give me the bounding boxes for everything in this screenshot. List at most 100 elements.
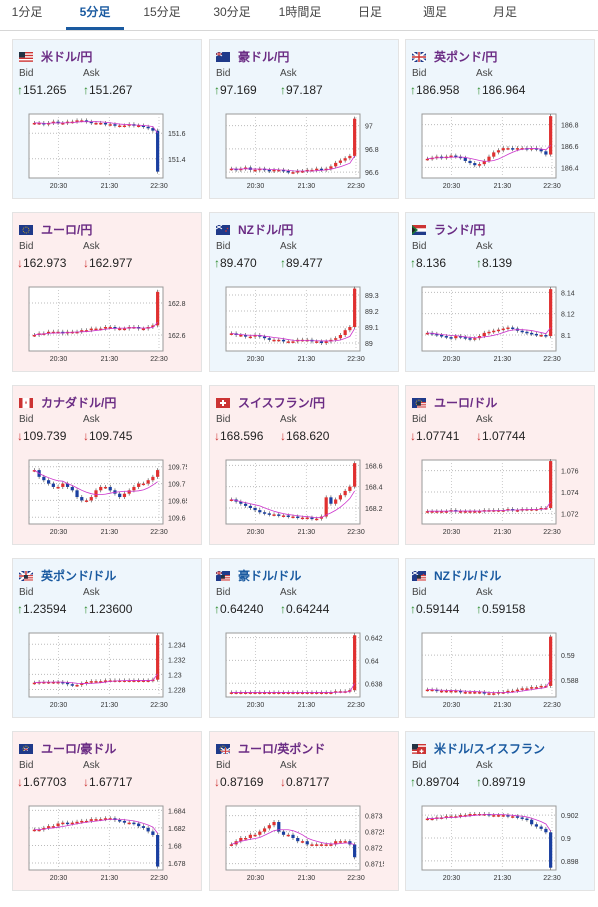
y-tick-label: 1.68 [168, 843, 182, 850]
y-tick-label: 0.588 [561, 678, 579, 685]
candle [46, 826, 51, 828]
ask-value: ↑151.267 [83, 83, 132, 97]
mini-chart[interactable]: 89.3 89.2 89.1 89 20:30 21:30 22:30 [224, 285, 384, 367]
candle [506, 690, 510, 693]
pair-title[interactable]: 米ドル/スイスフラン [412, 740, 545, 756]
rate-card[interactable]: NZドル/円 Bid Ask ↑89.470 ↑89.477 89.3 89.2 89.1 89… [209, 212, 399, 372]
candle [84, 820, 89, 823]
bid-price: 151.265 [23, 83, 67, 97]
bid-label: Bid [412, 241, 427, 252]
pair-title[interactable]: ユーロ/円 [19, 221, 92, 237]
mini-chart[interactable]: 168.6 168.4 168.2 20:30 21:30 22:30 [224, 458, 384, 540]
tab-2[interactable]: 15分足 [143, 5, 181, 19]
candle [253, 508, 257, 511]
pair-title[interactable]: NZドル/ドル [411, 567, 501, 583]
candle [477, 164, 482, 166]
tab-6[interactable]: 週足 [422, 5, 447, 19]
candle [515, 510, 520, 512]
pair-title[interactable]: カナダドル/円 [19, 394, 116, 410]
candle [141, 125, 146, 128]
pair-title[interactable]: 米ドル/円 [19, 48, 92, 64]
mini-chart[interactable]: 1.684 1.682 1.68 1.678 20:30 21:30 22:30 [27, 804, 187, 886]
pair-title[interactable]: 英ポンド/ドル [18, 567, 117, 583]
arrow-down-icon: ↓ [476, 429, 482, 443]
ask-label: Ask [280, 760, 297, 771]
mini-chart[interactable]: 109.75 109.7 109.65 109.6 20:30 21:30 22:30 [27, 458, 187, 540]
mini-chart[interactable]: 0.59 0.588 20:30 21:30 22:30 [420, 631, 580, 713]
pair-title[interactable]: 豪ドル/ドル [215, 567, 301, 583]
mini-chart[interactable]: 151.6 151.4 20:30 21:30 22:30 [27, 112, 187, 194]
moving-average-line [427, 501, 551, 512]
mini-chart[interactable]: 97 96.8 96.6 20:30 21:30 22:30 [224, 112, 384, 194]
rate-card[interactable]: 豪ドル/円 Bid Ask ↑97.169 ↑97.187 97 96.8 96.6 20:30… [209, 39, 399, 199]
candle [353, 463, 357, 487]
candle [458, 815, 463, 817]
tab-3[interactable]: 30分足 [213, 5, 251, 19]
pair-title[interactable]: ランド/円 [412, 221, 485, 237]
flag-icon [411, 570, 427, 582]
mini-chart[interactable]: 186.8 186.6 186.4 20:30 21:30 22:30 [420, 112, 580, 194]
candle [511, 690, 515, 693]
pair-title[interactable]: スイスフラン/円 [216, 394, 325, 410]
pair-title[interactable]: 豪ドル/円 [215, 48, 289, 64]
candle [99, 681, 103, 683]
candle [65, 483, 70, 487]
candle [103, 327, 108, 329]
mini-chart[interactable]: 1.076 1.074 1.072 20:30 21:30 22:30 [420, 458, 580, 540]
pair-title[interactable]: ユーロ/豪ドル [19, 740, 116, 756]
ask-price: 151.267 [89, 83, 133, 97]
tab-5[interactable]: 日足 [357, 5, 382, 19]
rate-card[interactable]: ユーロ/円 Bid Ask ↓162.973 ↓162.977 162.8 162.6 20:… [12, 212, 202, 372]
y-tick-label: 1.23 [168, 672, 182, 679]
mini-chart[interactable]: 1.234 1.232 1.23 1.228 20:30 21:30 22:30 [27, 631, 187, 713]
pair-name: 英ポンド/ドル [41, 568, 117, 583]
candle [229, 499, 233, 501]
bid-value: ↓0.87169 [214, 775, 263, 789]
rate-card[interactable]: 豪ドル/ドル Bid Ask ↑0.64240 ↑0.64244 0.642 0.64 0.6… [209, 558, 399, 718]
candlestick-chart: 1.076 1.074 1.072 20:30 21:30 22:30 [421, 459, 579, 536]
mini-chart[interactable]: 0.873 0.8725 0.872 0.8715 20:30 21:30 22:30 [224, 804, 384, 886]
pair-title[interactable]: NZドル/円 [215, 221, 293, 237]
tab-1[interactable]: 5分足 [66, 0, 124, 30]
rate-card[interactable]: ランド/円 Bid Ask ↑8.136 ↑8.139 8.14 8.12 8.1 20:30 2… [405, 212, 595, 372]
candle [89, 819, 93, 821]
rate-card[interactable]: NZドル/ドル Bid Ask ↑0.59144 ↑0.59158 0.59 0.588 20… [405, 558, 595, 718]
ask-label: Ask [476, 68, 493, 79]
rate-card[interactable]: ユーロ/豪ドル Bid Ask ↓1.67703 ↓1.67717 1.684 1.682 1… [12, 731, 202, 891]
candle [239, 501, 243, 504]
candle [94, 328, 98, 331]
candle [122, 820, 127, 823]
rate-card[interactable]: スイスフラン/円 Bid Ask ↓168.596 ↓168.620 168.6 168.4… [209, 385, 399, 545]
pair-title[interactable]: ユーロ/ドル [412, 394, 497, 410]
flag-icon [216, 743, 231, 756]
rate-card[interactable]: 米ドル/円 Bid Ask ↑151.265 ↑151.267 151.6 151.4 20:… [12, 39, 202, 199]
x-tick-label: 21:30 [298, 702, 316, 709]
tab-4[interactable]: 1時間足 [278, 5, 322, 19]
candle [84, 681, 89, 684]
mini-chart[interactable]: 0.642 0.64 0.638 20:30 21:30 22:30 [224, 631, 384, 713]
tab-0[interactable]: 1分足 [11, 5, 43, 19]
candlestick-chart: 162.8 162.6 20:30 21:30 22:30 [28, 286, 186, 363]
candle [277, 692, 281, 694]
x-tick-label: 21:30 [494, 183, 512, 190]
rate-card[interactable]: カナダドル/円BidAsk↓109.739↓109.745109.75109.7… [12, 385, 202, 545]
candle [32, 335, 36, 337]
rate-card[interactable]: 米ドル/スイスフラン Bid Ask ↑0.89704 ↑0.89719 0.902 0.9… [405, 731, 595, 891]
rate-card[interactable]: ユーロ/ドル Bid Ask ↓1.07741 ↓1.07744 1.076 1.074 1.… [405, 385, 595, 545]
candle [463, 692, 467, 694]
mini-chart[interactable]: 8.14 8.12 8.1 20:30 21:30 22:30 [420, 285, 580, 367]
y-tick-label: 0.872 [365, 846, 383, 853]
x-tick-label: 20:30 [247, 702, 265, 709]
moving-average-line [231, 683, 355, 693]
y-tick-label: 89.3 [365, 293, 379, 300]
candle [435, 333, 439, 336]
pair-title[interactable]: 英ポンド/円 [411, 48, 497, 64]
pair-title[interactable]: ユーロ/英ポンド [216, 740, 325, 756]
mini-chart[interactable]: 0.902 0.9 0.898 20:30 21:30 22:30 [420, 804, 580, 886]
rate-card[interactable]: 英ポンド/円 Bid Ask ↑186.958 ↑186.964 186.8 186.6 18… [405, 39, 595, 199]
flag-icon [215, 570, 231, 582]
rate-card[interactable]: 英ポンド/ドル Bid Ask ↑1.23594 ↑1.23600 1.234 1.232 1… [12, 558, 202, 718]
tab-7[interactable]: 月足 [492, 5, 517, 19]
mini-chart[interactable]: 162.8 162.6 20:30 21:30 22:30 [27, 285, 187, 367]
rate-card[interactable]: ユーロ/英ポンド Bid Ask ↓0.87169 ↓0.87177 0.873 0.872… [209, 731, 399, 891]
